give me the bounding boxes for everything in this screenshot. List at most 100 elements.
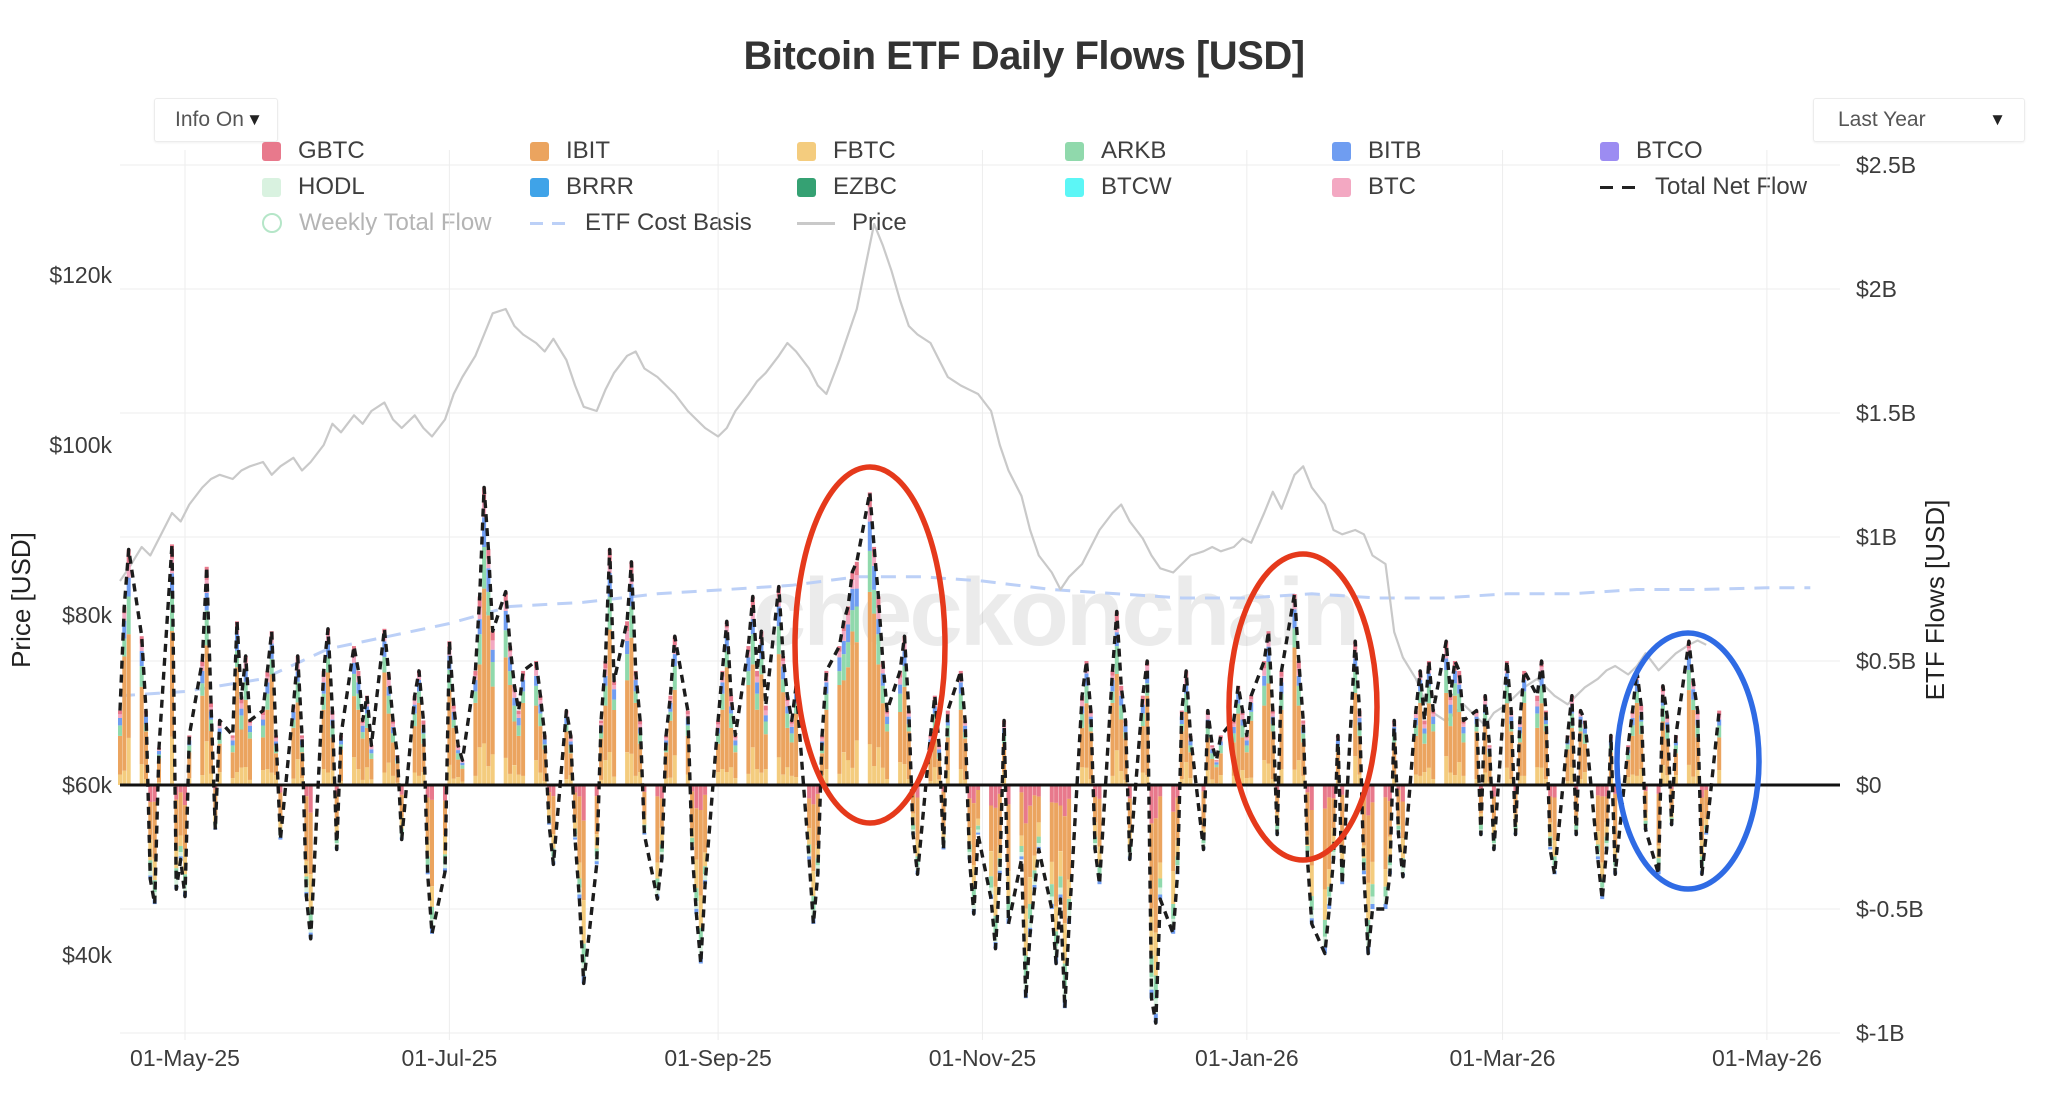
- legend-item-total-net-flow[interactable]: Total Net Flow: [1600, 173, 1807, 201]
- flow-bar-segment-fbtc: [958, 769, 963, 785]
- flow-bar-segment-ibit: [1634, 702, 1639, 776]
- flow-bar-segment-ibit: [750, 664, 755, 748]
- legend-item-btcw[interactable]: BTCW: [1065, 173, 1172, 201]
- legend-item-gbtc[interactable]: GBTC: [262, 137, 365, 165]
- flow-bar-segment-ibit: [1266, 683, 1271, 764]
- flow-bar-segment-arkb: [1600, 878, 1605, 888]
- flow-bar-segment-ibit: [724, 667, 729, 772]
- flow-bar-segment-fbtc: [1028, 877, 1033, 905]
- flow-bar-segment-arkb: [382, 656, 387, 673]
- flow-bar-segment-arkb: [1504, 685, 1509, 704]
- flow-bar-segment-ibit: [451, 727, 456, 779]
- flow-bar-segment-fbtc: [473, 775, 478, 785]
- legend-item-hodl[interactable]: HODL: [262, 173, 365, 201]
- legend-item-bitb[interactable]: BITB: [1332, 137, 1421, 165]
- flow-bar-segment-ibit: [564, 731, 569, 779]
- flow-bar-segment-ibit: [1353, 692, 1358, 757]
- flow-bar-segment-fbtc: [1608, 778, 1613, 785]
- flow-bar-segment-fbtc: [447, 764, 452, 785]
- flow-bar-segment-bitb: [937, 749, 942, 754]
- flow-bar-segment-ibit: [872, 613, 877, 766]
- flow-bar-segment-bitb: [1686, 655, 1691, 670]
- flow-bar-segment-fbtc: [759, 772, 764, 785]
- legend-item-btc[interactable]: BTC: [1332, 173, 1416, 201]
- flow-bar-segment-btc: [872, 556, 877, 566]
- flow-bar-segment-ibit: [1036, 796, 1041, 823]
- flow-bar-segment-ibit: [759, 674, 764, 773]
- flow-bar-segment-fbtc: [178, 835, 183, 846]
- flow-bar-segment-gbtc: [1543, 710, 1548, 714]
- flow-bar-segment-arkb: [1028, 904, 1033, 919]
- flow-bar-segment-arkb: [391, 733, 395, 743]
- flow-bar-segment-hodl: [911, 829, 916, 833]
- flow-bar-segment-arkb: [300, 745, 304, 753]
- flow-bar-segment-arkb: [1535, 713, 1540, 728]
- flow-bar-segment-ibit: [521, 702, 526, 776]
- flow-bar-segment-fbtc: [1400, 838, 1405, 859]
- flow-bar-segment-fbtc: [508, 773, 513, 785]
- flow-bar-segment-fbtc: [1327, 869, 1332, 887]
- flow-bar-segment-bitb: [1517, 727, 1522, 734]
- legend-item-arkb[interactable]: ARKB: [1065, 137, 1166, 165]
- flow-bar-segment-bitb: [789, 727, 794, 734]
- flow-bar-segment-arkb: [421, 733, 426, 744]
- legend-item-etf-cost-basis[interactable]: ETF Cost Basis: [530, 209, 752, 237]
- legend-item-ezbc[interactable]: EZBC: [797, 173, 897, 201]
- flow-bar-segment-ibit: [183, 805, 187, 850]
- flow-bar-segment-fbtc: [1093, 822, 1098, 837]
- flow-bar-segment-bitb: [503, 610, 508, 631]
- legend-item-ibit[interactable]: IBIT: [530, 137, 610, 165]
- flow-bar-segment-gbtc: [945, 710, 950, 716]
- flow-bar-segment-ibit: [547, 792, 552, 808]
- legend-item-brrr[interactable]: BRRR: [530, 173, 634, 201]
- flow-bar-segment-arkb: [291, 719, 296, 728]
- flow-bar-segment-gbtc: [659, 785, 664, 799]
- red-ellipse-oct-inflow-spike: [792, 464, 948, 826]
- flow-bar-segment-ibit: [1110, 702, 1115, 776]
- flow-bar-segment-fbtc: [581, 900, 586, 944]
- flow-bar-segment-fbtc: [412, 772, 417, 785]
- flow-bar-segment-ibit: [1262, 705, 1267, 761]
- flow-bar-segment-ibit: [369, 758, 374, 780]
- flow-bar-segment-arkb: [204, 610, 209, 646]
- flow-bar-segment-bitb: [144, 716, 148, 724]
- total-net-flow-line: [118, 485, 1721, 1025]
- info-toggle-dropdown[interactable]: Info On ▼: [154, 98, 278, 142]
- flow-bar-segment-fbtc: [1522, 775, 1527, 785]
- red-ellipse-jan-inflow-spike: [1226, 551, 1380, 863]
- flow-bar-segment-gbtc: [612, 680, 617, 685]
- flow-bar-segment-ibit: [235, 667, 239, 772]
- flow-bar-segment-gbtc: [638, 720, 643, 725]
- time-range-dropdown[interactable]: Last Year ▼: [1813, 98, 2025, 142]
- flow-bar-segment-arkb: [1539, 685, 1544, 704]
- flow-bar-segment-arkb: [1201, 837, 1206, 844]
- flow-bar-segment-ibit: [789, 742, 794, 776]
- legend-item-fbtc[interactable]: FBTC: [797, 137, 896, 165]
- flow-bar-segment-bitb: [945, 719, 950, 726]
- flow-bar-segment-fbtc: [391, 776, 395, 785]
- flow-bar-segment-bitb: [1097, 880, 1102, 885]
- flow-bar-segment-arkb: [867, 550, 872, 592]
- svg-text:$-0.5B: $-0.5B: [1856, 896, 1924, 922]
- flow-bar-segment-gbtc: [690, 785, 695, 792]
- flow-bar-segment-fbtc: [698, 895, 703, 928]
- flow-bar-segment-fbtc: [1153, 932, 1158, 976]
- flow-bar-segment-arkb: [755, 693, 760, 710]
- flow-bar-segment-fbtc: [1431, 779, 1436, 785]
- flow-bar-segment-ibit: [733, 752, 738, 779]
- flow-bar-segment-gbtc: [230, 735, 235, 738]
- flow-bar-segment-arkb: [1097, 864, 1102, 875]
- flow-bar-segment-ibit: [824, 709, 829, 769]
- legend-item-weekly-total-flow[interactable]: Weekly Total Flow: [262, 209, 492, 237]
- flow-bar-segment-arkb: [1175, 856, 1180, 866]
- flow-bar-segment-fbtc: [625, 752, 630, 785]
- flow-bar-segment-bitb: [763, 715, 768, 722]
- flow-bar-segment-fbtc: [1084, 767, 1089, 785]
- legend-item-price[interactable]: Price: [797, 209, 907, 237]
- flow-bar-segment-fbtc: [854, 740, 859, 785]
- flow-bar-segment-btc: [122, 613, 127, 621]
- flow-bar-segment-fbtc: [993, 886, 998, 916]
- flow-bar-segment-arkb: [603, 685, 608, 706]
- legend-item-btco[interactable]: BTCO: [1600, 137, 1703, 165]
